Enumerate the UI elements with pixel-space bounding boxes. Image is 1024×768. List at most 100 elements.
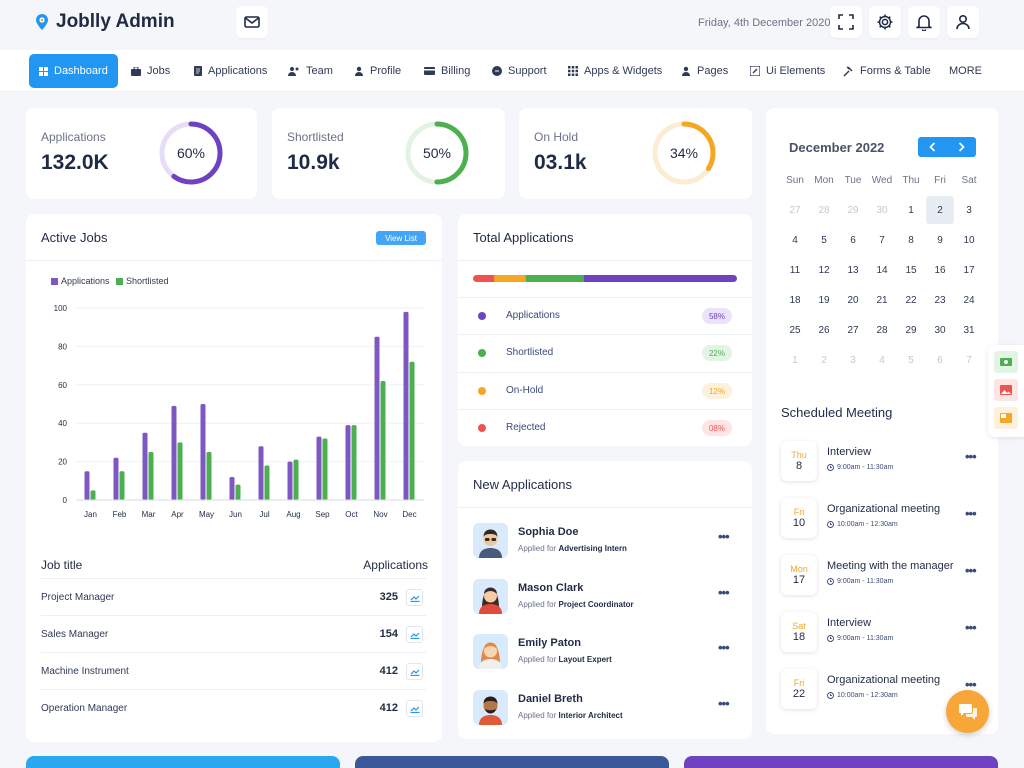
list-item[interactable]: Daniel Breth Applied for Interior Archit… <box>473 690 737 745</box>
nav-item-forms-table[interactable]: Forms & Table <box>843 54 931 88</box>
calendar-day[interactable]: 23 <box>934 294 946 306</box>
bar-shortlisted[interactable] <box>351 425 357 500</box>
calendar-day[interactable]: 29 <box>905 324 917 336</box>
calendar-day[interactable]: 10 <box>963 234 975 246</box>
nav-item-jobs[interactable]: Jobs <box>131 54 170 88</box>
nav-item-billing[interactable]: Billing <box>424 54 470 88</box>
calendar-day[interactable]: 30 <box>934 324 946 336</box>
chat-button[interactable] <box>946 690 989 733</box>
calendar-day[interactable]: 6 <box>850 234 856 246</box>
calendar-day[interactable]: 7 <box>966 354 972 366</box>
nav-item-dashboard[interactable]: Dashboard <box>29 54 118 88</box>
more-options-icon[interactable]: ••• <box>718 696 730 711</box>
profile-button[interactable] <box>947 6 979 38</box>
bar-shortlisted[interactable] <box>90 490 96 500</box>
calendar-day[interactable]: 15 <box>905 264 917 276</box>
bar-applications[interactable] <box>403 311 409 500</box>
meeting-item[interactable]: Sat 18 Interview 9:00am - 11:30am ••• <box>781 612 981 662</box>
calendar-day[interactable]: 11 <box>789 264 801 276</box>
calendar-day[interactable]: 3 <box>850 354 856 366</box>
calendar-day[interactable]: 26 <box>818 324 830 336</box>
app-logo[interactable]: Joblly Admin <box>34 11 175 33</box>
calendar-day[interactable]: 30 <box>876 204 888 216</box>
calendar-day[interactable]: 14 <box>876 264 888 276</box>
calendar-day[interactable]: 2 <box>821 354 827 366</box>
table-row[interactable]: Operation Manager 412 <box>41 689 426 726</box>
calendar-day[interactable]: 8 <box>908 234 914 246</box>
calendar-day[interactable]: 25 <box>789 324 801 336</box>
meeting-item[interactable]: Thu 8 Interview 9:00am - 11:30am ••• <box>781 441 981 491</box>
calendar-day[interactable]: 20 <box>847 294 859 306</box>
calendar-day[interactable]: 17 <box>963 264 975 276</box>
bar-shortlisted[interactable] <box>264 465 270 500</box>
bar-shortlisted[interactable] <box>293 459 299 500</box>
more-options-icon[interactable]: ••• <box>718 585 730 600</box>
bar-applications[interactable] <box>316 436 322 500</box>
calendar-day[interactable]: 31 <box>963 324 975 336</box>
calendar-day[interactable]: 5 <box>821 234 827 246</box>
bar-applications[interactable] <box>171 405 177 500</box>
calendar-day[interactable]: 5 <box>908 354 914 366</box>
bar-applications[interactable] <box>200 404 206 500</box>
meeting-item[interactable]: Fri 10 Organizational meeting 10:00am - 1… <box>781 498 981 548</box>
trend-button[interactable] <box>406 626 423 643</box>
list-item[interactable]: Mason Clark Applied for Project Coordina… <box>473 579 737 634</box>
bar-applications[interactable] <box>345 425 351 500</box>
calendar-day[interactable]: 18 <box>789 294 801 306</box>
side-tool-money[interactable] <box>994 351 1018 373</box>
nav-item-profile[interactable]: Profile <box>354 54 401 88</box>
calendar-day[interactable]: 28 <box>876 324 888 336</box>
more-options-icon[interactable]: ••• <box>965 677 977 692</box>
calendar-day[interactable]: 27 <box>789 204 801 216</box>
trend-button[interactable] <box>406 700 423 717</box>
calendar-day[interactable]: 16 <box>934 264 946 276</box>
meeting-item[interactable]: Mon 17 Meeting with the manager 9:00am - … <box>781 555 981 605</box>
calendar-day[interactable]: 4 <box>879 354 885 366</box>
fullscreen-button[interactable] <box>830 6 862 38</box>
table-row[interactable]: Project Manager 325 <box>41 578 426 615</box>
calendar-day[interactable]: 4 <box>792 234 798 246</box>
more-options-icon[interactable]: ••• <box>718 640 730 655</box>
side-tool-layout[interactable] <box>994 407 1018 429</box>
prev-month-button[interactable] <box>918 137 947 157</box>
bar-applications[interactable] <box>142 432 148 500</box>
calendar-day[interactable]: 27 <box>847 324 859 336</box>
bar-applications[interactable] <box>258 446 264 500</box>
nav-item-applications[interactable]: Applications <box>194 54 267 88</box>
calendar-day[interactable]: 13 <box>847 264 859 276</box>
table-row[interactable]: Sales Manager 154 <box>41 615 426 652</box>
calendar-day[interactable]: 3 <box>966 204 972 216</box>
more-options-icon[interactable]: ••• <box>965 449 977 464</box>
calendar-day[interactable]: 6 <box>937 354 943 366</box>
bar-shortlisted[interactable] <box>148 452 154 500</box>
calendar-day[interactable]: 7 <box>879 234 885 246</box>
mail-button[interactable] <box>236 6 268 38</box>
bar-applications[interactable] <box>84 471 90 500</box>
bar-shortlisted[interactable] <box>177 442 183 500</box>
calendar-day[interactable]: 1 <box>908 204 914 216</box>
bar-applications[interactable] <box>229 476 235 500</box>
trend-button[interactable] <box>406 589 423 606</box>
notifications-button[interactable] <box>908 6 940 38</box>
calendar-day[interactable]: 2 <box>926 196 954 224</box>
side-tool-images[interactable] <box>994 379 1018 401</box>
list-item[interactable]: Emily Paton Applied for Layout Expert ••… <box>473 634 737 689</box>
bar-applications[interactable] <box>113 457 119 500</box>
table-row[interactable]: Machine Instrument 412 <box>41 652 426 689</box>
more-options-icon[interactable]: ••• <box>965 506 977 521</box>
more-options-icon[interactable]: ••• <box>718 529 730 544</box>
more-options-icon[interactable]: ••• <box>965 620 977 635</box>
trend-button[interactable] <box>406 663 423 680</box>
bar-shortlisted[interactable] <box>235 484 241 500</box>
bar-shortlisted[interactable] <box>409 361 415 500</box>
nav-item-ui-elements[interactable]: Ui Elements <box>750 54 825 88</box>
bar-shortlisted[interactable] <box>322 438 328 500</box>
calendar-day[interactable]: 19 <box>818 294 830 306</box>
next-month-button[interactable] <box>947 137 976 157</box>
calendar-day[interactable]: 21 <box>876 294 888 306</box>
calendar-day[interactable]: 1 <box>792 354 798 366</box>
bar-applications[interactable] <box>287 461 293 500</box>
nav-item-more[interactable]: MORE <box>949 65 982 77</box>
calendar-day[interactable]: 24 <box>963 294 975 306</box>
calendar-day[interactable]: 12 <box>818 264 830 276</box>
